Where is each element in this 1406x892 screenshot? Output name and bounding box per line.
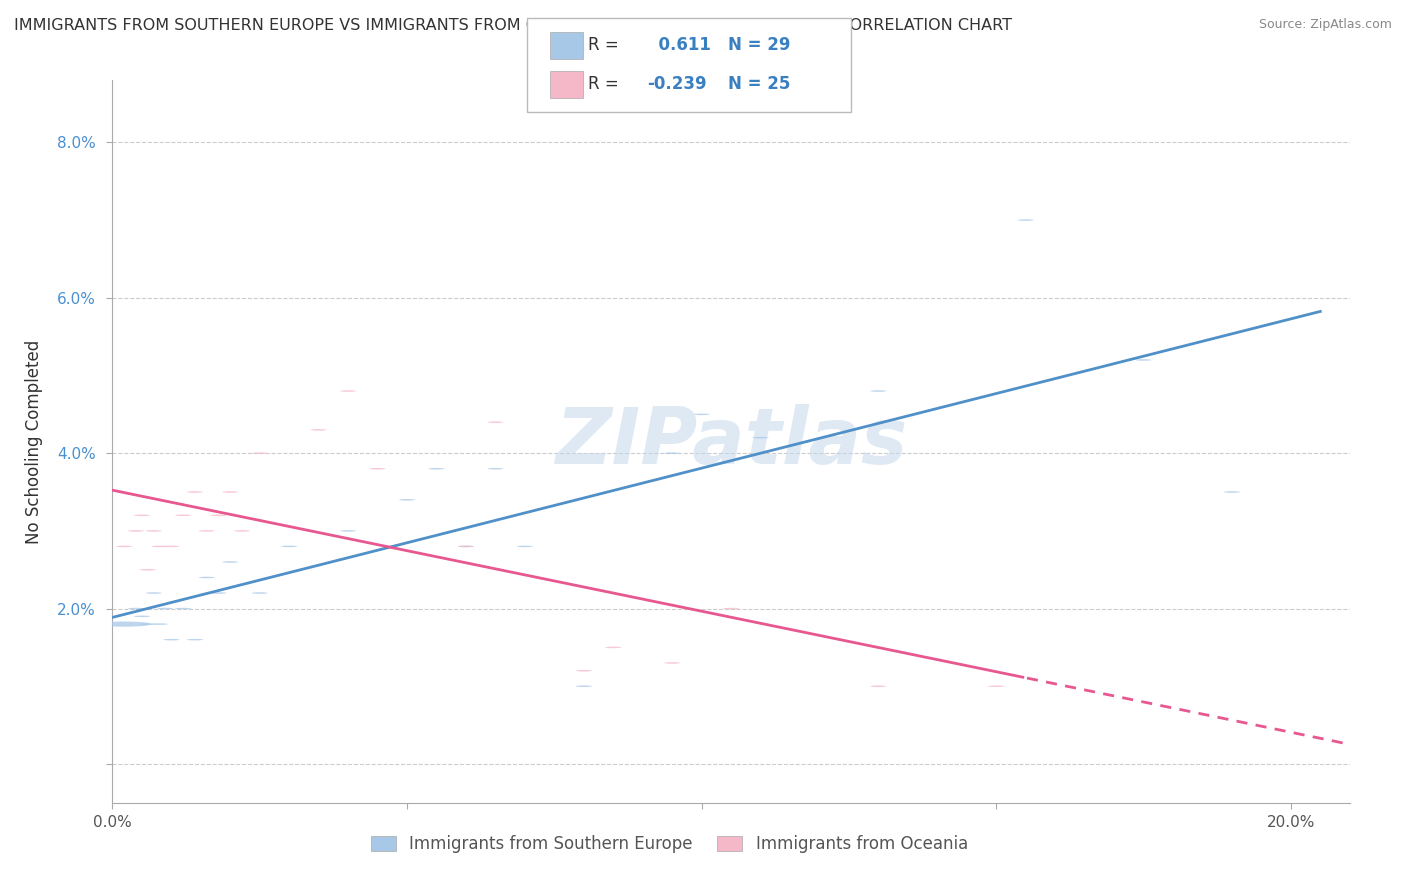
Ellipse shape: [458, 546, 474, 547]
Ellipse shape: [399, 499, 415, 500]
Ellipse shape: [458, 546, 474, 547]
Ellipse shape: [222, 491, 239, 492]
Ellipse shape: [311, 429, 326, 431]
Ellipse shape: [211, 515, 226, 516]
Ellipse shape: [693, 414, 710, 415]
Ellipse shape: [488, 468, 503, 469]
Ellipse shape: [664, 452, 681, 454]
Ellipse shape: [1018, 219, 1033, 221]
Ellipse shape: [576, 670, 592, 672]
Ellipse shape: [128, 530, 143, 532]
Ellipse shape: [163, 546, 180, 547]
Ellipse shape: [128, 607, 143, 609]
Ellipse shape: [605, 647, 621, 648]
Ellipse shape: [152, 624, 167, 625]
Text: ZIPatlas: ZIPatlas: [555, 403, 907, 480]
Ellipse shape: [281, 546, 297, 547]
Ellipse shape: [146, 530, 162, 532]
Ellipse shape: [139, 569, 156, 571]
Text: N = 29: N = 29: [728, 37, 790, 54]
Ellipse shape: [664, 662, 681, 664]
Y-axis label: No Schooling Completed: No Schooling Completed: [25, 340, 44, 543]
Ellipse shape: [187, 639, 202, 640]
Ellipse shape: [488, 421, 503, 423]
Ellipse shape: [117, 546, 132, 547]
Text: IMMIGRANTS FROM SOUTHERN EUROPE VS IMMIGRANTS FROM OCEANIA NO SCHOOLING COMPLETE: IMMIGRANTS FROM SOUTHERN EUROPE VS IMMIG…: [14, 18, 1012, 33]
Ellipse shape: [870, 685, 886, 687]
Ellipse shape: [146, 592, 162, 594]
Ellipse shape: [198, 530, 215, 532]
Ellipse shape: [252, 592, 267, 594]
Ellipse shape: [134, 615, 150, 617]
Ellipse shape: [517, 546, 533, 547]
Ellipse shape: [211, 592, 226, 594]
Ellipse shape: [139, 624, 156, 625]
Ellipse shape: [222, 561, 239, 563]
Ellipse shape: [370, 468, 385, 469]
Ellipse shape: [752, 437, 769, 439]
Ellipse shape: [988, 685, 1004, 687]
Text: R =: R =: [588, 75, 619, 93]
Ellipse shape: [176, 515, 191, 516]
Text: N = 25: N = 25: [728, 75, 790, 93]
Ellipse shape: [152, 546, 167, 547]
Text: -0.239: -0.239: [647, 75, 706, 93]
Ellipse shape: [1136, 359, 1152, 360]
Text: Source: ZipAtlas.com: Source: ZipAtlas.com: [1258, 18, 1392, 31]
Legend: Immigrants from Southern Europe, Immigrants from Oceania: Immigrants from Southern Europe, Immigra…: [364, 828, 974, 860]
Ellipse shape: [163, 639, 180, 640]
Ellipse shape: [134, 515, 150, 516]
Text: 0.611: 0.611: [647, 37, 710, 54]
Text: R =: R =: [588, 37, 619, 54]
Ellipse shape: [97, 622, 150, 627]
Ellipse shape: [429, 468, 444, 469]
Ellipse shape: [870, 391, 886, 392]
Ellipse shape: [576, 685, 592, 687]
Ellipse shape: [233, 530, 250, 532]
Ellipse shape: [1223, 491, 1240, 492]
Ellipse shape: [187, 491, 202, 492]
Ellipse shape: [176, 607, 191, 609]
Ellipse shape: [340, 391, 356, 392]
Ellipse shape: [198, 577, 215, 578]
Ellipse shape: [340, 530, 356, 532]
Ellipse shape: [157, 607, 173, 609]
Ellipse shape: [252, 452, 267, 454]
Ellipse shape: [723, 607, 740, 609]
